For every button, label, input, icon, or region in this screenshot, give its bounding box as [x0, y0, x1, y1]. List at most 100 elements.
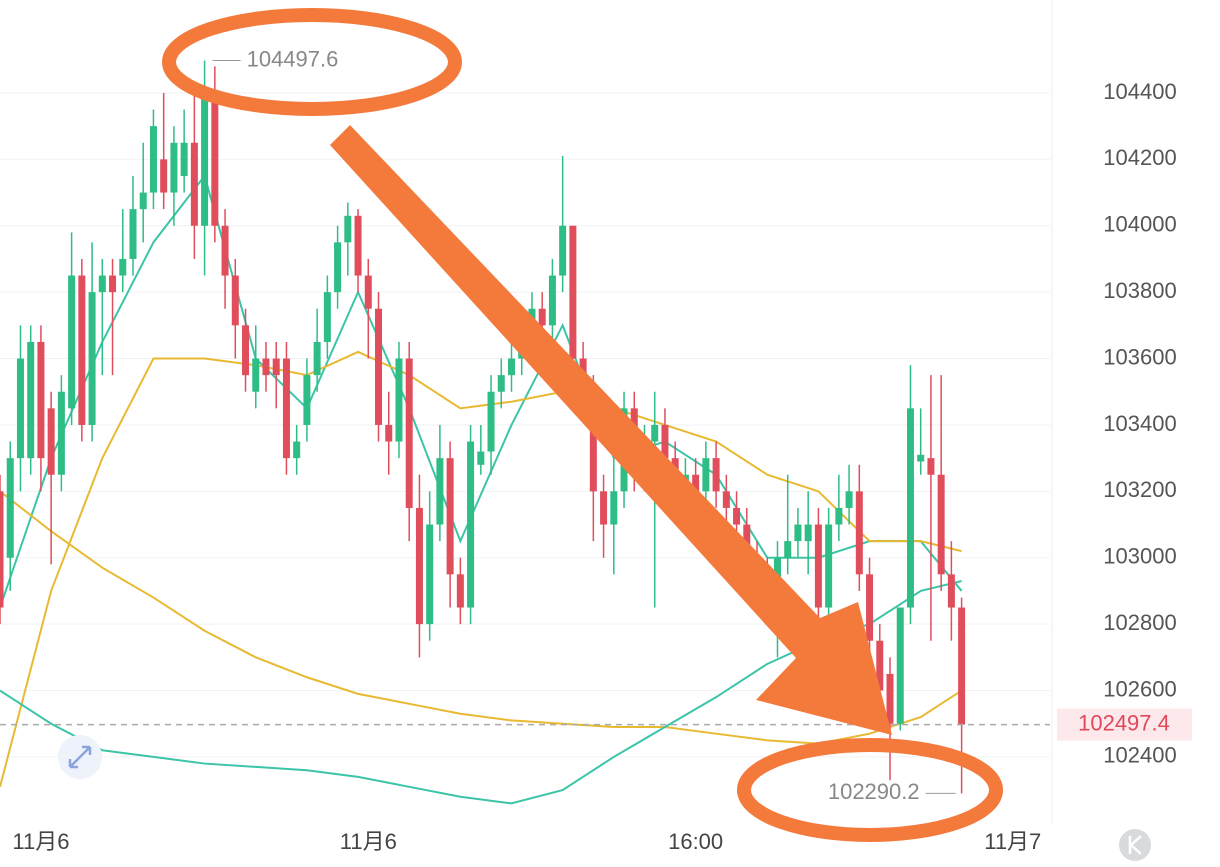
- candle-body: [149, 126, 157, 193]
- candle-body: [958, 607, 966, 725]
- candle-body: [487, 391, 495, 452]
- x-tick-label: 11月6: [12, 829, 69, 854]
- high-label: 104497.6: [247, 46, 339, 71]
- y-tick-label: 102400: [1103, 743, 1176, 768]
- candle-body: [937, 474, 945, 575]
- candle-body: [896, 607, 904, 724]
- candle-body: [98, 275, 106, 293]
- candle-body: [886, 673, 894, 724]
- y-tick-label: 103200: [1103, 477, 1176, 502]
- candle-body: [456, 574, 464, 608]
- candle-body: [364, 275, 372, 309]
- candle-body: [303, 375, 311, 425]
- candle-body: [866, 574, 874, 641]
- zoom-icon: [68, 745, 92, 769]
- y-tick-label: 104000: [1103, 212, 1176, 237]
- last-price-badge: [1057, 708, 1192, 741]
- candle-body: [354, 215, 362, 276]
- candle-body: [702, 458, 710, 492]
- y-tick-label: 104200: [1103, 145, 1176, 170]
- candle-body: [231, 275, 239, 326]
- moving-average: [0, 350, 962, 788]
- candle-body: [211, 92, 219, 226]
- last-price-label: 102497.4: [1078, 710, 1170, 735]
- candle-body: [661, 424, 669, 459]
- candle-body: [559, 225, 567, 276]
- candle-body: [344, 215, 352, 243]
- annotations: [58, 8, 1151, 861]
- candle-body: [538, 308, 546, 326]
- candle-body: [436, 458, 444, 525]
- candle-body: [252, 358, 260, 392]
- candle-body: [804, 524, 812, 542]
- candle-body: [201, 92, 209, 226]
- candle-body: [68, 275, 76, 409]
- candle-body: [906, 408, 914, 608]
- candle-body: [651, 424, 659, 442]
- candle-body: [78, 275, 86, 425]
- candle-body: [334, 242, 342, 293]
- candle-body: [876, 640, 884, 691]
- candle-body: [47, 408, 55, 475]
- candle-body: [119, 258, 127, 276]
- candle-body: [733, 507, 741, 525]
- y-tick-label: 103800: [1103, 278, 1176, 303]
- candle-body: [160, 159, 168, 193]
- highlight-ellipse: [162, 8, 462, 116]
- candle-body: [88, 292, 96, 425]
- plot: 102497.4 104497.6 102290.2: [0, 46, 1192, 805]
- candle-body: [221, 225, 229, 276]
- trend-arrow: [330, 125, 892, 735]
- candle-body: [16, 358, 24, 459]
- candle-body: [415, 507, 423, 625]
- candle-body: [497, 375, 505, 392]
- candle-body: [446, 458, 454, 575]
- candle-body: [0, 491, 4, 608]
- candle-body: [385, 424, 393, 442]
- y-tick-label: 102800: [1103, 610, 1176, 635]
- candle-body: [282, 358, 290, 459]
- candle-body: [57, 391, 65, 475]
- candle-body: [27, 341, 35, 459]
- candle-body: [293, 441, 301, 459]
- x-tick-label: 16:00: [668, 829, 723, 854]
- y-tick-label: 104400: [1103, 79, 1176, 104]
- candle-body: [242, 325, 250, 376]
- candle-body: [37, 341, 45, 459]
- candle-body: [180, 142, 188, 176]
- y-tick-label: 103400: [1103, 411, 1176, 436]
- x-tick-label: 11月7: [984, 829, 1041, 854]
- candle-body: [947, 574, 955, 608]
- candle-body: [814, 524, 822, 608]
- candle-body: [426, 524, 434, 625]
- candle-body: [262, 358, 270, 376]
- candle-body: [6, 458, 14, 558]
- candle-body: [784, 541, 792, 558]
- candle-body: [467, 441, 475, 608]
- k-icon: [1128, 835, 1142, 855]
- candle-body: [692, 474, 700, 492]
- candle-body: [548, 275, 556, 326]
- candle-body: [272, 358, 280, 376]
- y-tick-label: 103600: [1103, 344, 1176, 369]
- x-tick-label: 11月6: [340, 829, 397, 854]
- candle-body: [835, 507, 843, 525]
- grid: 102400 102600 102800 103000 103200 103400 1036…: [0, 79, 1177, 854]
- candle-body: [109, 275, 117, 293]
- candle-body: [190, 142, 198, 226]
- candle-body: [712, 458, 720, 492]
- candle-body: [825, 524, 833, 608]
- candle-body: [589, 391, 597, 492]
- candle-body: [405, 358, 413, 508]
- candle-body: [743, 524, 751, 558]
- low-label: 102290.2: [828, 779, 920, 804]
- candle-body: [569, 225, 577, 359]
- candle-body: [313, 341, 321, 376]
- candle-body: [722, 491, 730, 508]
- k-button[interactable]: [1119, 829, 1151, 861]
- y-tick-label: 103000: [1103, 544, 1176, 569]
- candle-body: [170, 142, 178, 193]
- candle-body: [845, 491, 853, 508]
